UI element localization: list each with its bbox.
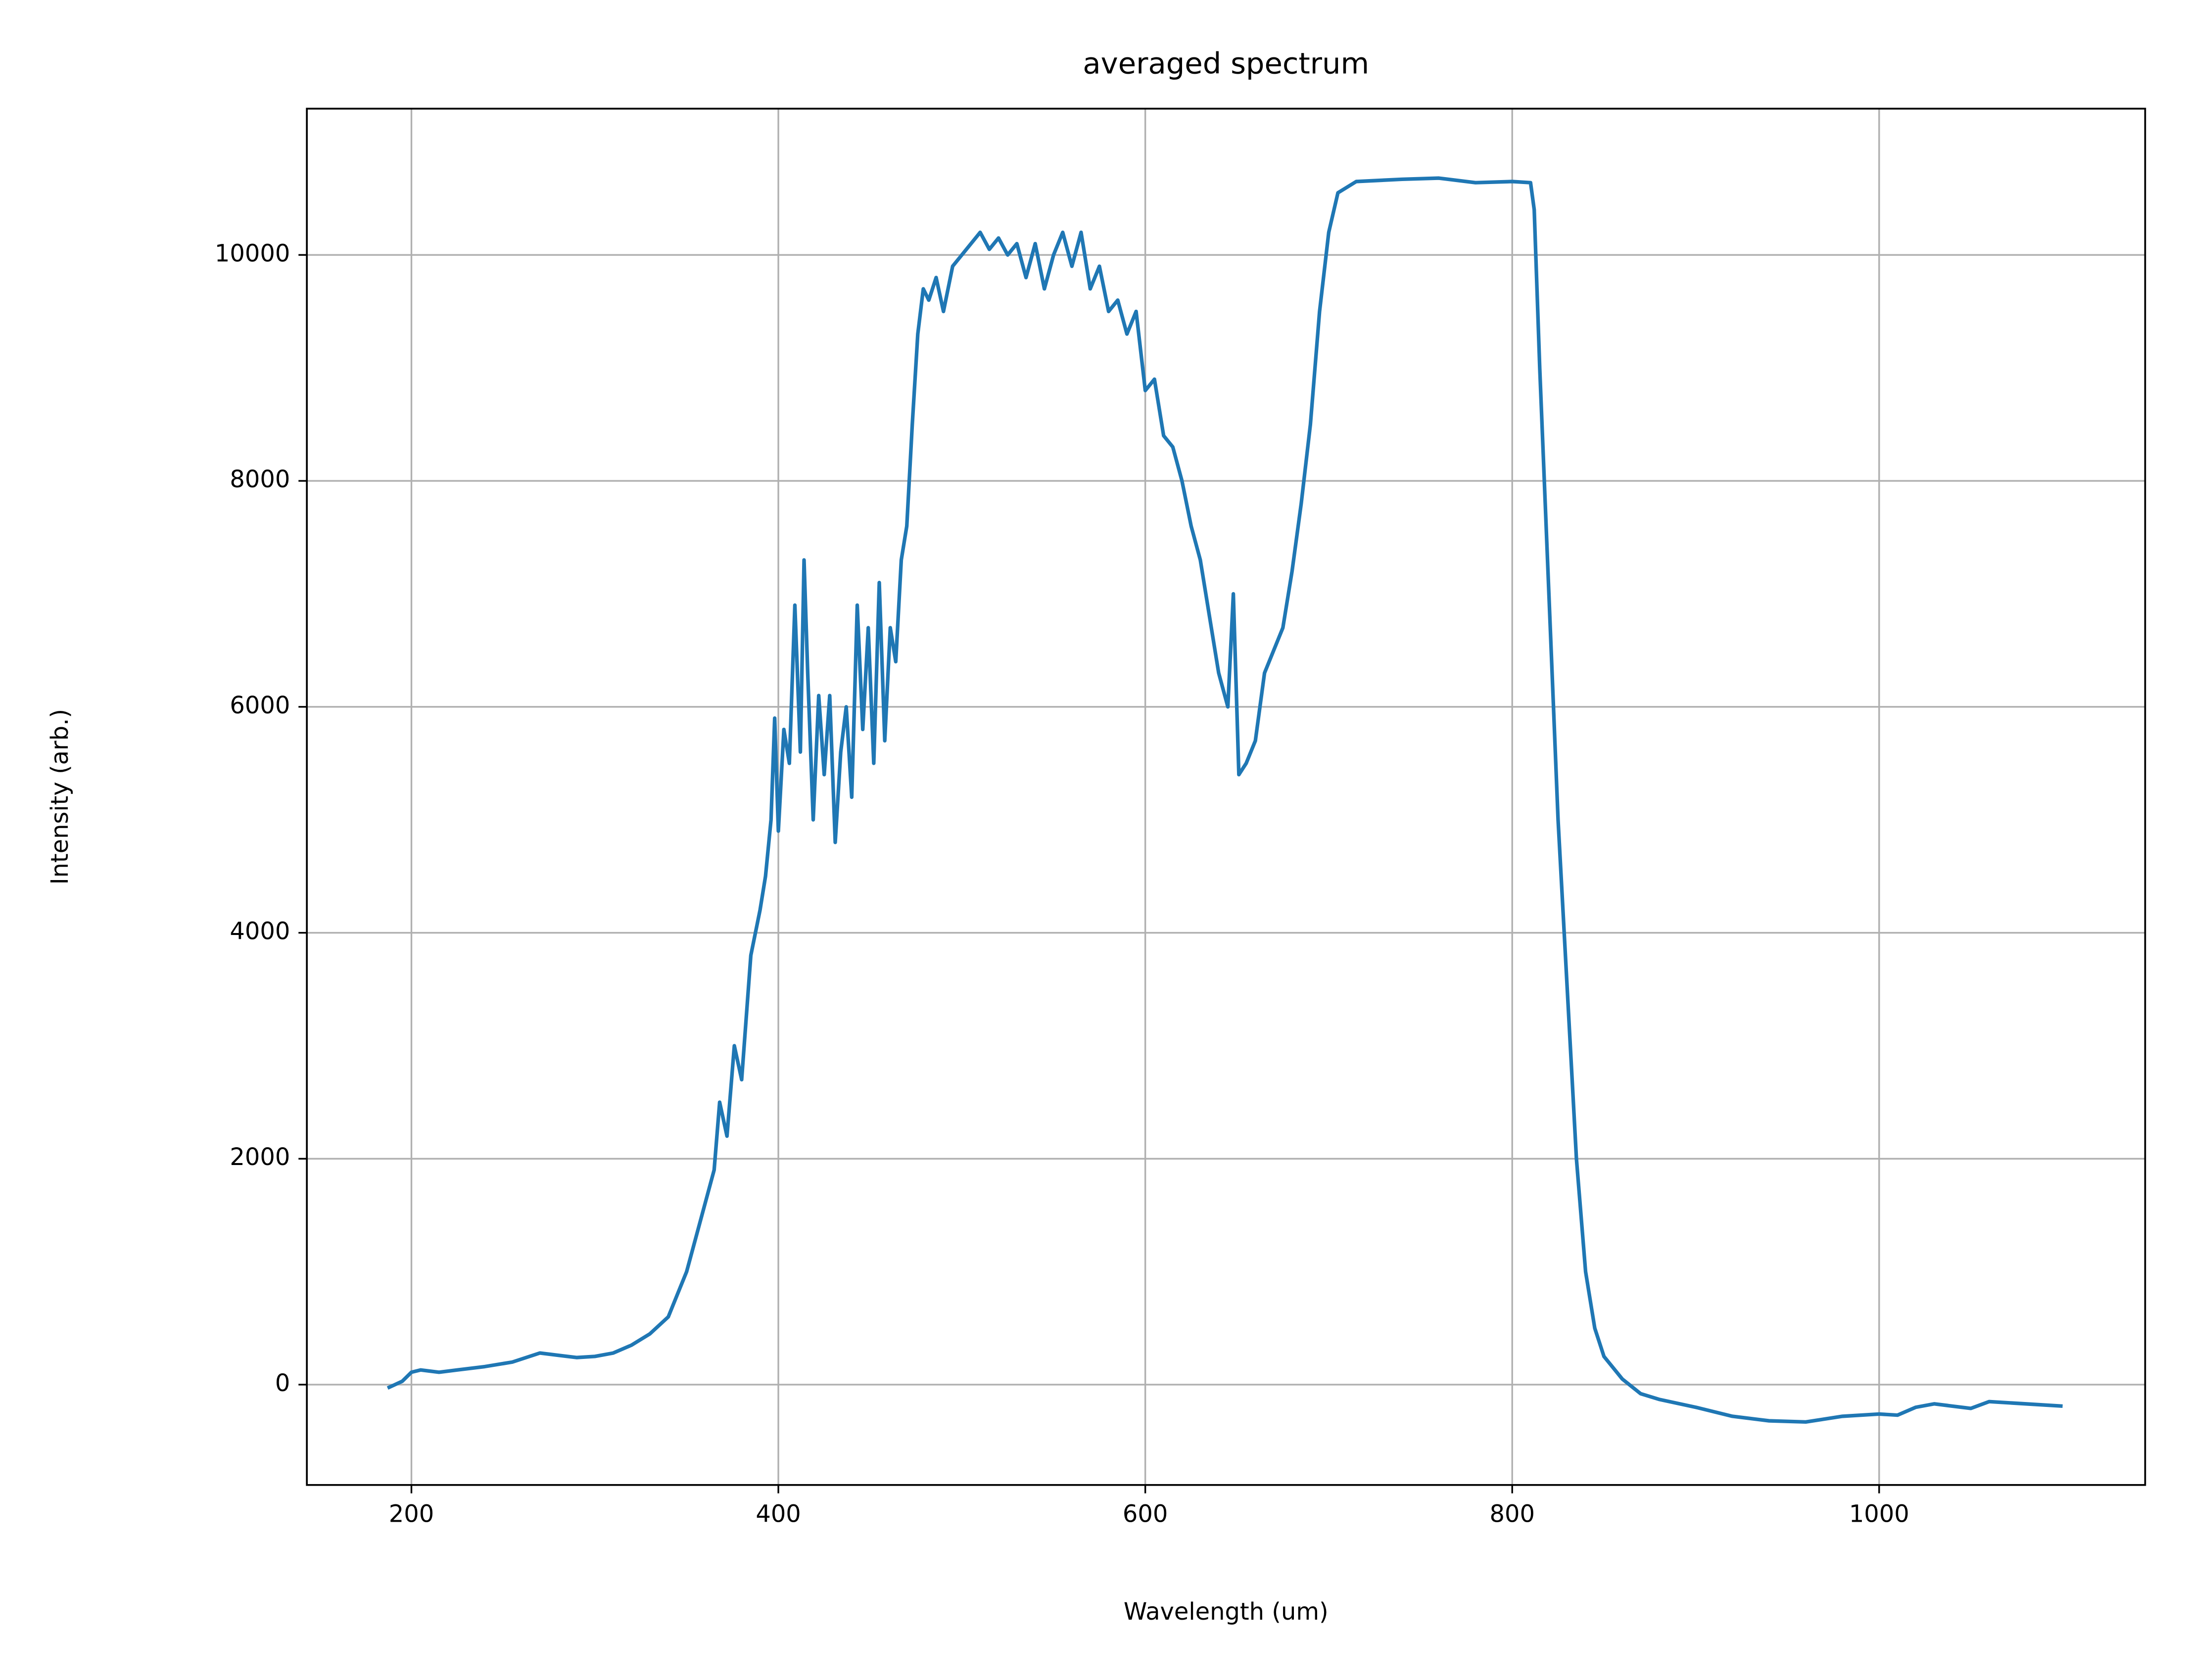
x-tick-label: 800 bbox=[1490, 1501, 1535, 1528]
y-tick-label: 6000 bbox=[230, 692, 290, 719]
y-tick-label: 10000 bbox=[215, 240, 290, 267]
y-axis-label: Intensity (arb.) bbox=[47, 709, 74, 885]
x-axis-label: Wavelength (um) bbox=[1124, 1598, 1329, 1626]
plot-frame bbox=[306, 107, 2146, 1486]
x-tick-label: 600 bbox=[1123, 1501, 1168, 1528]
x-tick-label: 400 bbox=[756, 1501, 801, 1528]
x-tick-label: 1000 bbox=[1849, 1501, 1909, 1528]
data-line bbox=[386, 176, 2063, 1424]
y-tick-label: 8000 bbox=[230, 466, 290, 493]
y-tick-label: 4000 bbox=[230, 918, 290, 945]
y-tick-label: 0 bbox=[275, 1370, 290, 1397]
x-tick-label: 200 bbox=[389, 1501, 434, 1528]
y-tick-label: 2000 bbox=[230, 1144, 290, 1171]
chart-title: averaged spectrum bbox=[1083, 46, 1369, 80]
